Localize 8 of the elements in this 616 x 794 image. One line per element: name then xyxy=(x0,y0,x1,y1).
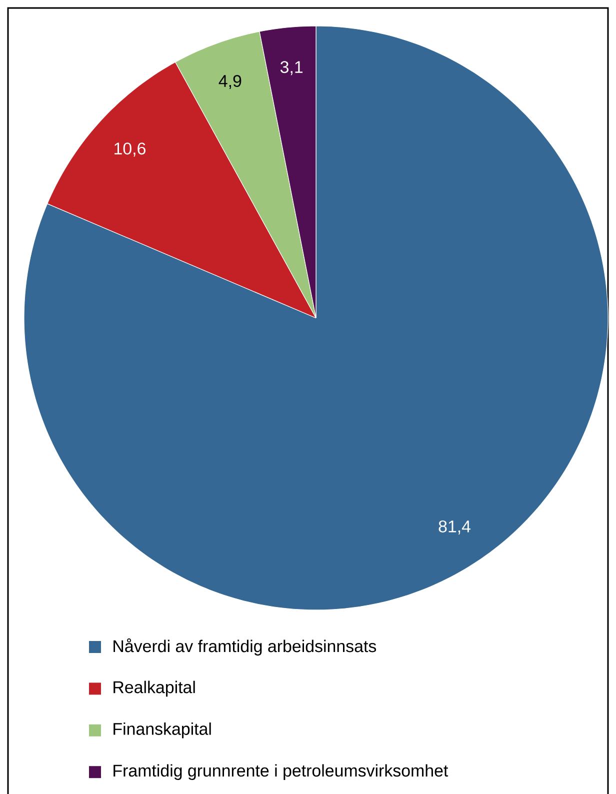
data-label: 81,4 xyxy=(438,520,471,534)
data-label: 4,9 xyxy=(218,74,242,89)
legend-label: Framtidig grunnrente i petroleumsvirksomhet xyxy=(114,764,448,780)
data-label: 10,6 xyxy=(114,142,146,157)
legend-label: Nåverdi av framtidig arbeidsinnsats xyxy=(114,638,376,656)
legend-label: Finanskapital xyxy=(114,722,211,738)
data-label: 3,1 xyxy=(280,61,303,76)
legend-label: Realkapital xyxy=(114,680,195,697)
